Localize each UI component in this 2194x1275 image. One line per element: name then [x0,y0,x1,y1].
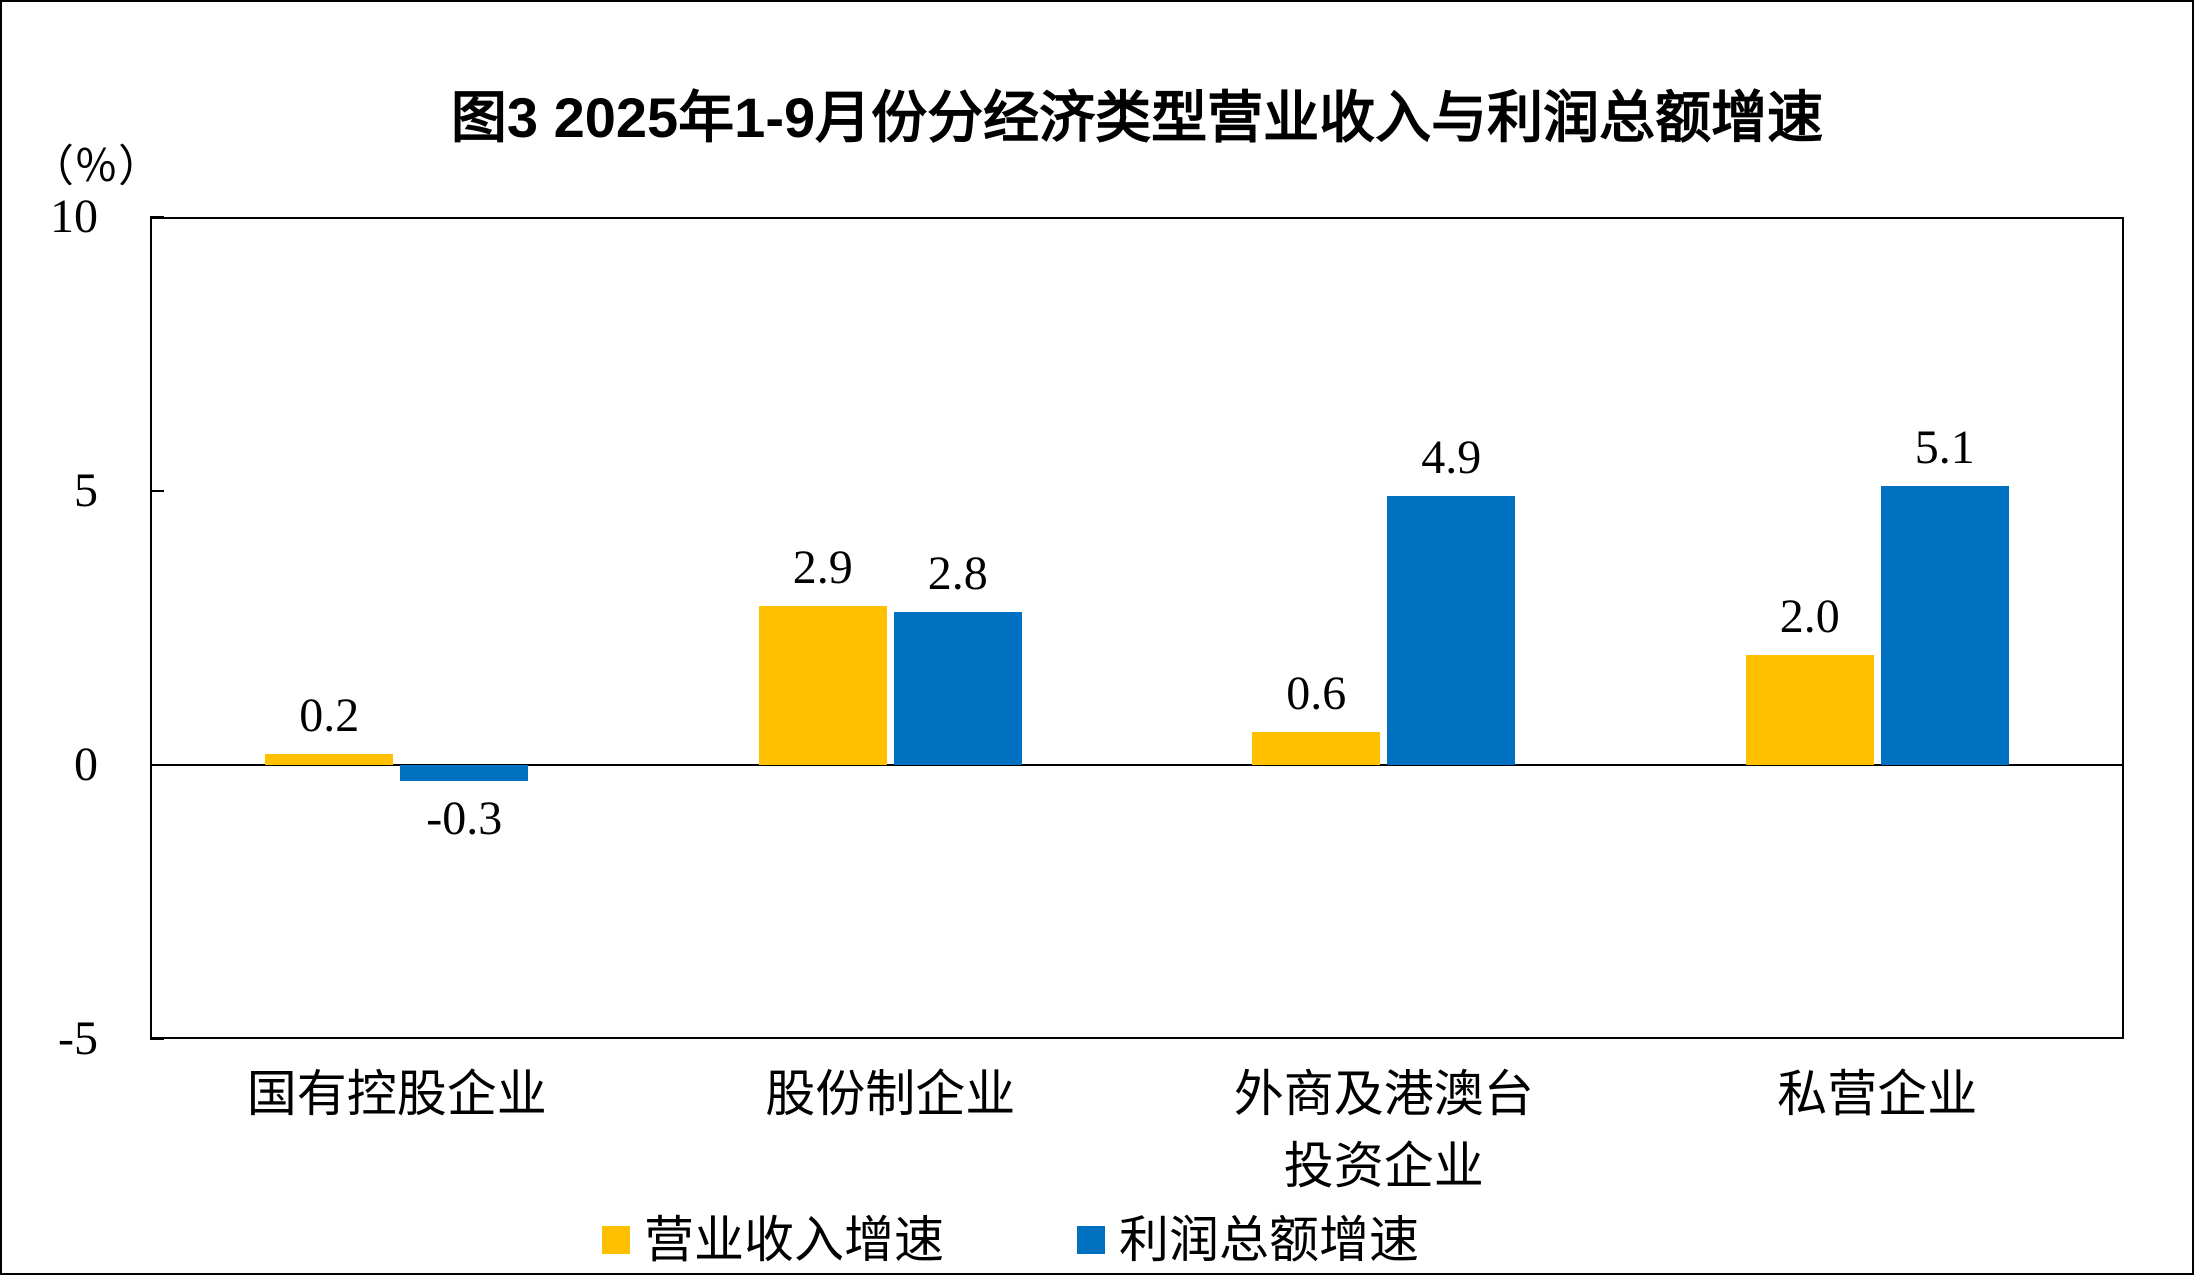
zero-axis-line [150,764,2124,766]
category-label-0: 国有控股企业 [246,1066,547,1122]
legend-label: 利润总额增速 [1119,1212,1419,1268]
y-axis-unit-label: （％） [30,142,162,191]
bar-blue-0 [400,765,529,782]
y-tick-mark [150,216,164,218]
bar-gold-2 [1252,732,1381,765]
legend-swatch-blue [1077,1226,1105,1254]
legend-swatch-gold [602,1226,630,1254]
category-label-1: 股份制企业 [765,1066,1016,1122]
bar-blue-2 [1387,496,1516,765]
y-tick-mark [150,490,164,492]
bar-value-label: -0.3 [426,792,503,846]
legend-item-blue: 利润总额增速 [1077,1211,1419,1269]
plot-area [150,217,2124,1039]
bar-blue-3 [1880,485,2009,765]
legend-item-gold: 营业收入增速 [602,1211,944,1269]
legend-label: 营业收入增速 [644,1212,944,1268]
bar-value-label: 2.8 [927,546,988,600]
chart-title: 图3 2025年1-9月份分经济类型营业收入与利润总额增速 [450,86,1824,149]
y-tick-label: 5 [74,464,98,517]
bar-value-label: 2.0 [1779,590,1840,644]
bar-gold-1 [758,606,887,765]
y-tick-mark [150,1038,164,1040]
bar-gold-0 [265,754,394,765]
bar-blue-1 [893,611,1022,765]
y-tick-label: 10 [50,190,98,243]
bar-value-label: 2.9 [792,541,853,595]
y-tick-label: 0 [74,738,98,791]
y-tick-label: -5 [58,1012,98,1065]
category-label-2: 外商及港澳台 投资企业 [1233,1066,1534,1194]
bar-gold-3 [1745,655,1874,765]
bar-value-label: 5.1 [1914,420,1975,474]
bar-value-label: 4.9 [1421,431,1482,485]
category-label-3: 私营企业 [1777,1066,1978,1122]
bar-value-label: 0.2 [299,689,360,743]
bar-value-label: 0.6 [1286,667,1347,721]
legend: 营业收入增速 利润总额增速 [602,1210,1419,1270]
